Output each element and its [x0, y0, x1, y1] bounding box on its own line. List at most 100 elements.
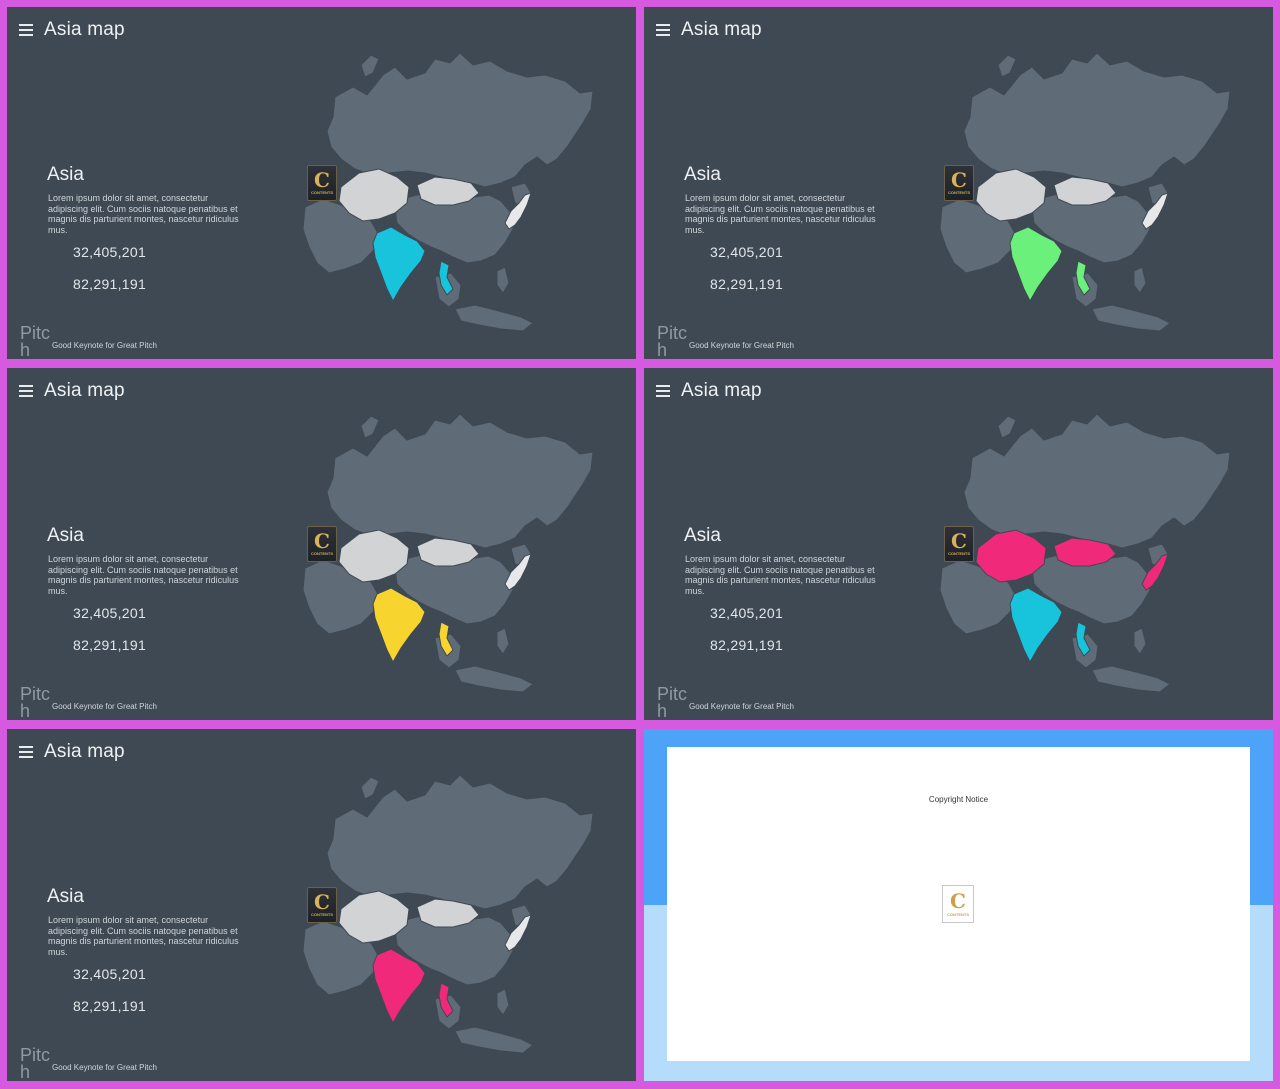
region-kazakhstan	[338, 890, 410, 944]
region-mongolia	[416, 176, 480, 206]
region-indonesia	[1091, 665, 1171, 693]
logo-letter: C	[314, 529, 330, 553]
region-japan	[1141, 553, 1169, 591]
region-india	[1009, 226, 1063, 303]
stat-value-1: 32,405,201	[710, 605, 784, 621]
region-philippines	[1133, 266, 1147, 294]
logo-text: CONTENTS	[948, 190, 970, 195]
region-japan	[504, 914, 532, 952]
contents-logo: C CONTENTS	[944, 165, 974, 201]
region-indonesia	[454, 1026, 534, 1054]
slide-title: Asia map	[44, 380, 125, 401]
asia-map	[302, 774, 594, 1054]
stat-value-2: 82,291,191	[710, 276, 784, 292]
region-philippines	[496, 627, 510, 655]
slide-1[interactable]: Asia map C CONTENTS Asia Lorem ipsum dol…	[7, 7, 636, 359]
region-heading: Asia	[47, 525, 84, 546]
region-indonesia	[454, 304, 534, 332]
contents-logo: C CONTENTS	[942, 885, 974, 923]
stat-value-2: 82,291,191	[73, 276, 147, 292]
region-kazakhstan	[338, 529, 410, 583]
stat-value-1: 32,405,201	[73, 966, 147, 982]
region-japan	[504, 192, 532, 230]
region-heading: Asia	[47, 886, 84, 907]
region-mongolia	[1053, 176, 1117, 206]
contents-logo: C CONTENTS	[307, 887, 337, 923]
region-indonesia	[1091, 304, 1171, 332]
region-philippines	[496, 266, 510, 294]
region-vietnam	[1075, 621, 1091, 657]
logo-letter: C	[951, 529, 967, 553]
region-heading: Asia	[684, 164, 721, 185]
brand-wordmark: Pitch	[657, 684, 688, 720]
stat-value-1: 32,405,201	[710, 244, 784, 260]
logo-letter: C	[314, 890, 330, 914]
slide-title: Asia map	[681, 19, 762, 40]
region-vietnam	[438, 621, 454, 657]
region-island-north	[360, 776, 380, 800]
menu-icon[interactable]	[19, 24, 33, 36]
contents-logo: C CONTENTS	[944, 526, 974, 562]
contents-logo: C CONTENTS	[307, 165, 337, 201]
region-island-north	[997, 54, 1017, 78]
logo-letter: C	[951, 168, 967, 192]
region-mongolia	[1053, 537, 1117, 567]
logo-text: CONTENTS	[311, 912, 333, 917]
slide-2[interactable]: Asia map C CONTENTS Asia Lorem ipsum dol…	[644, 7, 1273, 359]
region-mongolia	[416, 537, 480, 567]
logo-letter: C	[950, 889, 966, 913]
stat-value-2: 82,291,191	[73, 998, 147, 1014]
brand-tagline: Good Keynote for Great Pitch	[689, 341, 794, 350]
brand-tagline: Good Keynote for Great Pitch	[689, 702, 794, 711]
region-island-north	[997, 415, 1017, 439]
menu-icon[interactable]	[656, 385, 670, 397]
asia-map	[302, 413, 594, 693]
region-description: Lorem ipsum dolor sit amet, consectetur …	[48, 193, 239, 235]
region-india	[372, 226, 426, 303]
region-heading: Asia	[684, 525, 721, 546]
region-heading: Asia	[47, 164, 84, 185]
logo-text: CONTENTS	[311, 190, 333, 195]
brand-tagline: Good Keynote for Great Pitch	[52, 341, 157, 350]
region-description: Lorem ipsum dolor sit amet, consectetur …	[685, 193, 876, 235]
stat-value-2: 82,291,191	[710, 637, 784, 653]
brand-wordmark: Pitch	[20, 684, 51, 720]
menu-icon[interactable]	[19, 746, 33, 758]
region-india	[1009, 587, 1063, 664]
region-india	[372, 587, 426, 664]
slide-4[interactable]: Asia map C CONTENTS Asia Lorem ipsum dol…	[644, 368, 1273, 720]
region-india	[372, 948, 426, 1025]
stat-value-1: 32,405,201	[73, 605, 147, 621]
region-description: Lorem ipsum dolor sit amet, consectetur …	[48, 915, 239, 957]
menu-icon[interactable]	[19, 385, 33, 397]
region-japan	[1141, 192, 1169, 230]
brand-wordmark: Pitch	[657, 323, 688, 359]
logo-letter: C	[314, 168, 330, 192]
region-philippines	[496, 988, 510, 1016]
stat-value-2: 82,291,191	[73, 637, 147, 653]
region-japan	[504, 553, 532, 591]
region-island-north	[360, 54, 380, 78]
brand-wordmark: Pitch	[20, 323, 51, 359]
menu-icon[interactable]	[656, 24, 670, 36]
slide-title: Asia map	[681, 380, 762, 401]
region-vietnam	[438, 260, 454, 296]
copyright-notice-text: Copyright Notice	[928, 795, 989, 804]
region-indonesia	[454, 665, 534, 693]
brand-wordmark: Pitch	[20, 1045, 51, 1081]
brand-tagline: Good Keynote for Great Pitch	[52, 1063, 157, 1072]
slide-3[interactable]: Asia map C CONTENTS Asia Lorem ipsum dol…	[7, 368, 636, 720]
asia-map	[939, 52, 1231, 332]
brand-tagline: Good Keynote for Great Pitch	[52, 702, 157, 711]
region-vietnam	[1075, 260, 1091, 296]
asia-map	[939, 413, 1231, 693]
region-description: Lorem ipsum dolor sit amet, consectetur …	[685, 554, 876, 596]
slide-5[interactable]: Asia map C CONTENTS Asia Lorem ipsum dol…	[7, 729, 636, 1081]
region-mongolia	[416, 898, 480, 928]
slide-6-copyright[interactable]: Copyright Notice C CONTENTS	[644, 729, 1273, 1081]
region-kazakhstan	[975, 168, 1047, 222]
region-kazakhstan	[338, 168, 410, 222]
slide-title: Asia map	[44, 19, 125, 40]
logo-text: CONTENTS	[947, 912, 969, 917]
contents-logo: C CONTENTS	[307, 526, 337, 562]
